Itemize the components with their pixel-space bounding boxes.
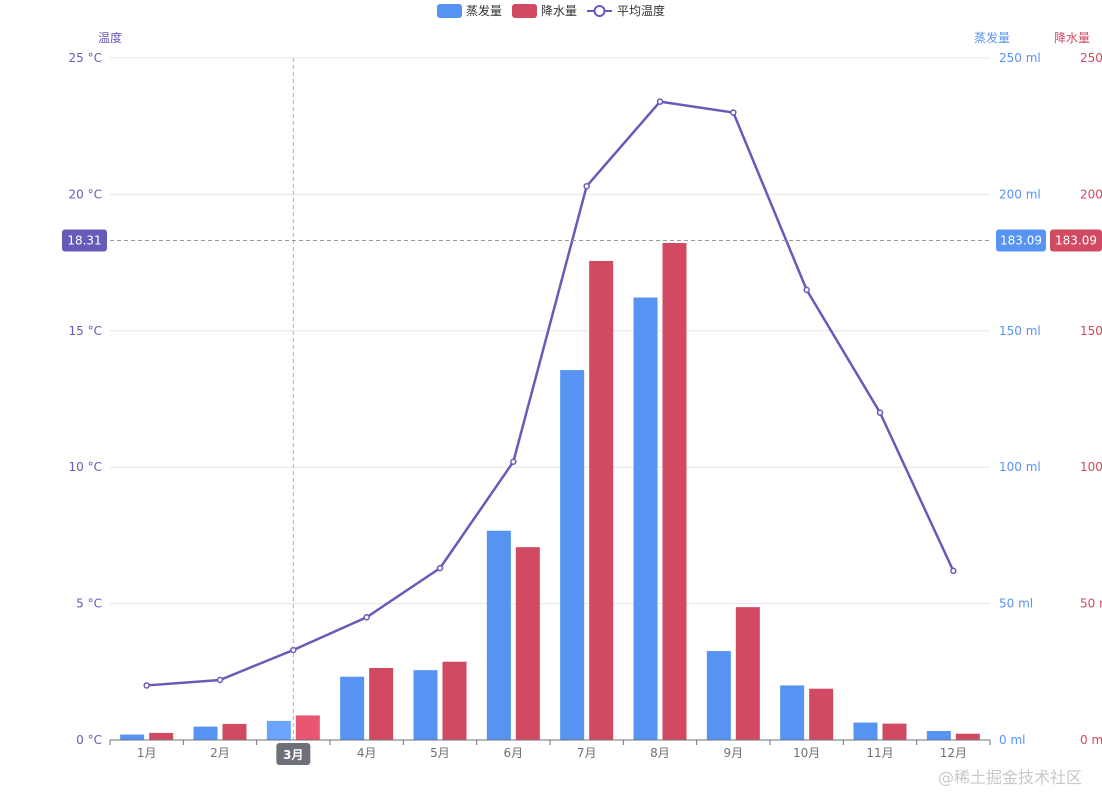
- temperature-line: [146, 100, 955, 687]
- y-tick-label-evaporation: 150 ml: [999, 324, 1041, 338]
- temperature-point: [803, 286, 810, 294]
- x-tick-label: 3月: [283, 748, 303, 762]
- y-pointer-label-temperature: 18.31: [67, 234, 101, 248]
- temperature-point: [950, 567, 957, 575]
- bar-evaporation: [340, 676, 365, 740]
- y-tick-label-precipitation: 50 r: [1080, 597, 1102, 611]
- bar-evaporation: [633, 297, 658, 740]
- grid-lines: [110, 57, 990, 605]
- y-tick-label-evaporation: 0 ml: [999, 733, 1025, 747]
- bar-evaporation: [193, 726, 218, 740]
- temperature-point: [510, 458, 517, 465]
- y-tick-label-temperature: 20 °C: [69, 187, 102, 201]
- y-pointer-badge-evaporation: [996, 229, 1046, 252]
- x-tick-label: 6月: [504, 746, 524, 760]
- y-tick-label-evaporation: 50 ml: [999, 597, 1033, 611]
- legend-label-precipitation: 降水量: [541, 4, 577, 18]
- x-tick-label: 7月: [577, 746, 597, 760]
- y-tick-label-precipitation: 100: [1080, 460, 1102, 474]
- bar-precipitation: [515, 547, 540, 740]
- y-tick-label-evaporation: 100 ml: [999, 460, 1041, 474]
- y-tick-label-temperature: 25 °C: [69, 51, 102, 65]
- y-tick-label-evaporation: 250 ml: [999, 51, 1041, 65]
- x-tick-label: 12月: [940, 746, 967, 760]
- legend-marker-temperature: [593, 5, 606, 17]
- bar-precipitation: [662, 242, 687, 740]
- bar-precipitation: [295, 715, 320, 740]
- y-pointer-label-precipitation: 183.09: [1055, 234, 1097, 248]
- bar-precipitation: [369, 667, 394, 740]
- bar-precipitation: [882, 723, 907, 740]
- crosshair: 18.31 183.09 183.09: [62, 58, 1102, 740]
- y-tick-label-temperature: 10 °C: [69, 460, 102, 474]
- x-tick-label: 11月: [866, 746, 893, 760]
- legend[interactable]: 蒸发量 降水量 平均温度: [437, 3, 665, 18]
- temperature-point: [583, 182, 590, 190]
- temperature-point: [216, 676, 224, 684]
- y-tick-label-temperature: 15 °C: [69, 324, 102, 338]
- temperature-line-series[interactable]: [143, 98, 957, 689]
- watermark: @稀土掘金技术社区: [937, 768, 1082, 787]
- bar-precipitation: [955, 733, 980, 740]
- y-pointer-badge-precipitation: [1050, 229, 1102, 252]
- y-axis-title-temperature: 温度: [98, 30, 122, 45]
- x-axis-pointer-badge: [276, 743, 311, 765]
- bar-evaporation: [926, 730, 951, 740]
- bar-precipitation: [149, 732, 174, 740]
- bar-evaporation: [780, 685, 805, 740]
- x-tick-label: 10月: [793, 746, 820, 760]
- x-tick-label: 9月: [724, 746, 744, 760]
- bar-evaporation: [413, 670, 438, 740]
- y-tick-label-precipitation: 200: [1080, 187, 1102, 201]
- legend-swatch-precipitation: [512, 4, 537, 18]
- bar-precipitation: [222, 723, 247, 740]
- y-axis-title-evaporation: 蒸发量: [974, 30, 1010, 45]
- bar-precipitation: [809, 688, 834, 740]
- bar-precipitation: [735, 607, 760, 740]
- bar-evaporation: [706, 651, 731, 740]
- temperature-point: [143, 682, 150, 689]
- bar-precipitation: [442, 661, 467, 740]
- y-pointer-label-evaporation: 183.09: [1000, 234, 1042, 248]
- legend-swatch-evaporation: [437, 4, 462, 18]
- x-tick-label: 5月: [430, 746, 450, 760]
- y-tick-label-precipitation: 0 m: [1080, 733, 1102, 747]
- y-pointer-badge-temperature: [62, 229, 107, 252]
- temperature-point: [876, 409, 884, 416]
- bar-evaporation: [560, 370, 585, 740]
- legend-label-evaporation: 蒸发量: [466, 3, 502, 18]
- x-tick-label: 1月: [137, 746, 157, 760]
- bar-precipitation: [589, 260, 614, 740]
- x-tick-label: 4月: [357, 746, 377, 760]
- temperature-point: [656, 98, 664, 105]
- temperature-point: [363, 613, 370, 621]
- legend-label-temperature: 平均温度: [617, 3, 665, 18]
- temperature-point: [730, 109, 737, 116]
- axes: 0 °C 0 ml 0 m 5 °C 50 ml 50 r 10 °C 100 ml 100 15…: [69, 30, 1102, 747]
- bar-series[interactable]: [120, 242, 980, 740]
- y-axis-title-precipitation: 降水量: [1054, 31, 1090, 45]
- x-tick-label: 2月: [210, 746, 230, 760]
- bar-evaporation: [853, 722, 878, 740]
- y-tick-label-temperature: 5 °C: [76, 597, 102, 611]
- bar-evaporation: [120, 734, 145, 740]
- y-tick-label-temperature: 0 °C: [76, 733, 102, 747]
- x-axis: 1月 2月 3月 4月 5月 6月 7月 8月 9月 10月 11月 12月: [109, 739, 991, 765]
- temperature-point: [436, 564, 444, 572]
- bar-evaporation: [266, 720, 291, 740]
- x-tick-label: 8月: [650, 746, 670, 760]
- y-tick-label-precipitation: 150: [1080, 324, 1102, 338]
- y-tick-label-evaporation: 200 ml: [999, 187, 1041, 201]
- y-tick-label-precipitation: 250: [1080, 51, 1102, 65]
- bar-evaporation: [486, 530, 511, 740]
